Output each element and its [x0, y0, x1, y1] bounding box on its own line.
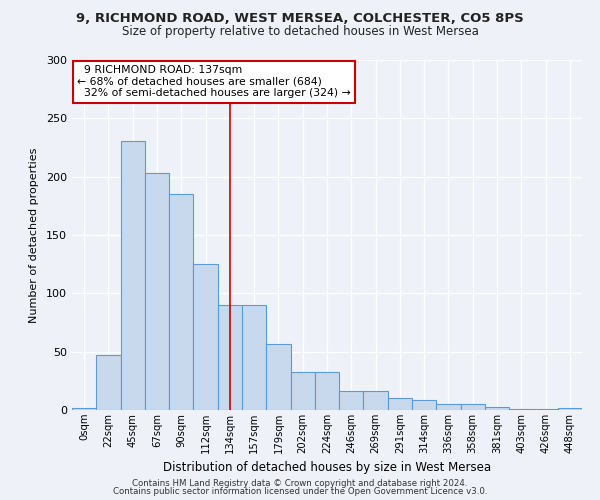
- Text: Contains public sector information licensed under the Open Government Licence v3: Contains public sector information licen…: [113, 487, 487, 496]
- Bar: [461, 404, 485, 410]
- Bar: [72, 408, 96, 410]
- Text: 9 RICHMOND ROAD: 137sqm
← 68% of detached houses are smaller (684)
  32% of semi: 9 RICHMOND ROAD: 137sqm ← 68% of detache…: [77, 66, 351, 98]
- Text: Size of property relative to detached houses in West Mersea: Size of property relative to detached ho…: [122, 25, 478, 38]
- Bar: [388, 398, 412, 410]
- Text: 9, RICHMOND ROAD, WEST MERSEA, COLCHESTER, CO5 8PS: 9, RICHMOND ROAD, WEST MERSEA, COLCHESTE…: [76, 12, 524, 26]
- Bar: [509, 409, 533, 410]
- Bar: [266, 344, 290, 410]
- Bar: [436, 404, 461, 410]
- Bar: [242, 305, 266, 410]
- Bar: [315, 372, 339, 410]
- Bar: [218, 305, 242, 410]
- Bar: [169, 194, 193, 410]
- Bar: [412, 400, 436, 410]
- Bar: [145, 173, 169, 410]
- Bar: [96, 355, 121, 410]
- Bar: [121, 140, 145, 410]
- Bar: [339, 392, 364, 410]
- Y-axis label: Number of detached properties: Number of detached properties: [29, 148, 39, 322]
- Bar: [485, 406, 509, 410]
- Bar: [558, 408, 582, 410]
- X-axis label: Distribution of detached houses by size in West Mersea: Distribution of detached houses by size …: [163, 462, 491, 474]
- Bar: [290, 372, 315, 410]
- Bar: [193, 264, 218, 410]
- Bar: [533, 409, 558, 410]
- Bar: [364, 392, 388, 410]
- Text: Contains HM Land Registry data © Crown copyright and database right 2024.: Contains HM Land Registry data © Crown c…: [132, 478, 468, 488]
